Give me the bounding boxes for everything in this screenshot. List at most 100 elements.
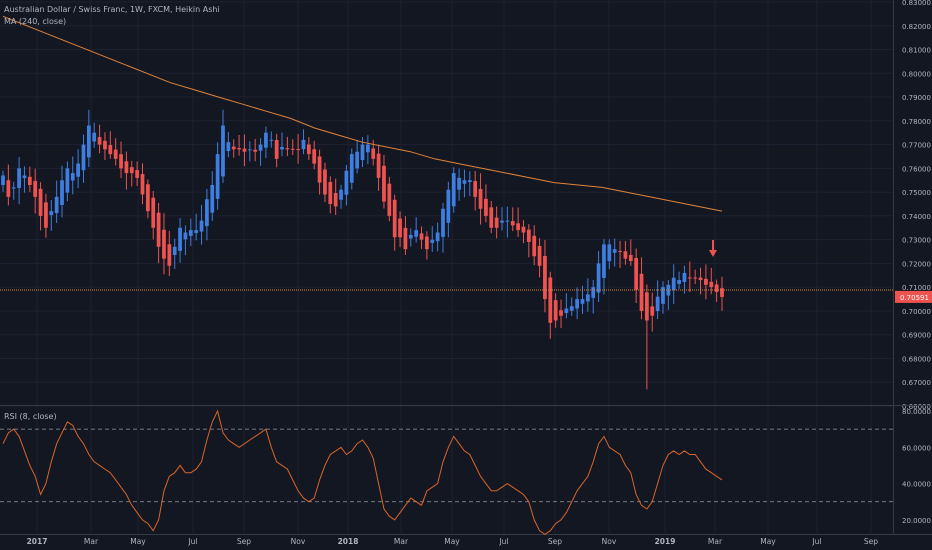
x-axis-tick-label: 2019 — [655, 537, 676, 546]
candle-body — [312, 149, 317, 164]
last-price-label: 0.70591 — [900, 294, 929, 302]
candle-body — [596, 263, 601, 293]
candle-body — [403, 227, 408, 250]
candle-body — [119, 154, 123, 169]
y-axis-tick-label: 0.83000 — [902, 0, 931, 7]
y-axis-tick-label: 0.72000 — [902, 260, 931, 268]
x-axis-tick-label: May — [130, 537, 146, 546]
candle-body — [167, 244, 172, 266]
x-axis-tick-label: Jul — [811, 537, 821, 546]
candle-body — [392, 199, 397, 238]
candle-body — [237, 147, 241, 150]
rsi-legend[interactable]: RSI (8, close) — [4, 412, 57, 421]
candle-body — [462, 180, 467, 184]
candle-body — [425, 236, 429, 250]
candle-body — [607, 244, 612, 262]
candle-body — [365, 144, 370, 153]
candle-body — [44, 202, 48, 228]
candle-body — [628, 254, 633, 262]
symbol-title[interactable]: Australian Dollar / Swiss Franc, 1W, FXC… — [4, 5, 220, 14]
candle-body — [591, 287, 596, 298]
candle-body — [27, 176, 32, 185]
candle-body — [296, 149, 300, 151]
y-axis-tick-label: 0.68000 — [902, 355, 931, 363]
candle-body — [704, 278, 708, 285]
candle-body — [612, 249, 617, 253]
candle-body — [199, 220, 204, 232]
candle-body — [274, 140, 279, 159]
candle-body — [645, 292, 649, 321]
y-axis-tick-label: 0.71000 — [902, 284, 931, 292]
candle-body — [129, 167, 134, 174]
candle-body — [650, 306, 655, 316]
candle-body — [618, 250, 622, 252]
candle-body — [569, 306, 574, 311]
candle-body — [317, 156, 322, 183]
candle-body — [269, 139, 274, 141]
candle-body — [526, 229, 531, 243]
candle-body — [258, 144, 263, 151]
arrow-down-icon — [709, 250, 717, 257]
candle-body — [81, 144, 86, 171]
candle-body — [419, 233, 424, 240]
rsi-axis-tick-label: 60.0000 — [902, 444, 931, 452]
candle-body — [22, 175, 27, 179]
ma-line — [2, 15, 723, 212]
candle-body — [49, 211, 54, 216]
candle-body — [548, 277, 553, 323]
candle-body — [226, 142, 231, 152]
y-axis-tick-label: 0.70000 — [902, 308, 931, 316]
x-axis-tick-label: Nov — [291, 537, 306, 546]
candle-body — [33, 180, 38, 197]
candle-body — [108, 145, 113, 155]
rsi-axis-tick-label: 40.0000 — [902, 481, 931, 489]
candle-body — [494, 217, 499, 228]
candle-body — [215, 154, 220, 199]
candle-body — [280, 146, 284, 150]
candle-body — [344, 170, 349, 195]
candle-body — [17, 168, 21, 188]
candle-body — [306, 144, 311, 155]
x-axis-tick-label: Jul — [498, 537, 508, 546]
x-axis-tick-label: Mar — [394, 537, 409, 546]
candle-body — [323, 169, 327, 195]
candle-body — [387, 183, 392, 216]
candle-body — [376, 153, 381, 178]
candle-body — [183, 232, 188, 240]
y-axis-tick-label: 0.69000 — [902, 332, 931, 340]
y-axis-tick-label: 0.80000 — [902, 70, 931, 78]
candle-body — [60, 180, 64, 205]
candle-body — [687, 277, 692, 279]
candle-body — [457, 177, 461, 190]
candle-body — [162, 229, 166, 259]
candle-body — [634, 257, 639, 290]
y-axis-tick-label: 0.79000 — [902, 94, 931, 102]
ma-legend[interactable]: MA (240, close) — [4, 17, 67, 26]
candle-body — [575, 299, 580, 309]
y-axis-tick-label: 0.81000 — [902, 47, 931, 55]
candle-body — [510, 221, 515, 226]
y-axis-tick-label: 0.74000 — [902, 213, 931, 221]
candle-body — [6, 180, 11, 197]
candle-body — [188, 230, 193, 236]
x-axis-tick-label: May — [760, 537, 776, 546]
x-axis-tick-label: Sep — [864, 537, 878, 546]
candle-body — [113, 149, 118, 159]
candle-body — [414, 230, 419, 237]
candle-body — [76, 163, 80, 177]
candle-body — [408, 234, 413, 239]
candle-body — [671, 277, 676, 291]
candle-body — [430, 239, 435, 243]
candle-body — [86, 125, 91, 158]
candle-body — [371, 148, 376, 159]
candle-body — [70, 173, 75, 181]
candle-body — [140, 174, 145, 195]
x-axis-tick-label: Nov — [602, 537, 617, 546]
candle-body — [92, 132, 97, 142]
candle-body — [559, 310, 563, 316]
x-axis-tick-label: Sep — [548, 537, 562, 546]
candle-body — [467, 180, 472, 183]
candle-body — [231, 146, 236, 150]
